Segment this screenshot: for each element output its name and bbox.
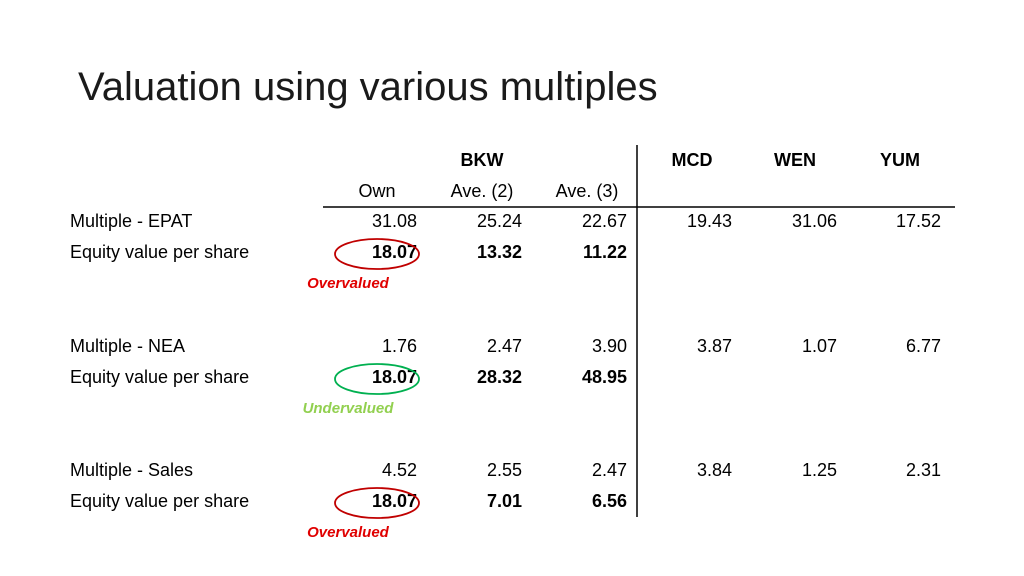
row-label: Multiple - NEA (70, 336, 185, 356)
cell: 25.24 (477, 211, 522, 231)
cell: 2.31 (906, 460, 941, 480)
cell: 48.95 (582, 367, 627, 387)
row-label: Equity value per share (70, 491, 249, 511)
row-label: Multiple - Sales (70, 460, 193, 480)
cell: 6.56 (592, 491, 627, 511)
cell: 3.90 (592, 336, 627, 356)
cell: 19.43 (687, 211, 732, 231)
cell: 13.32 (477, 242, 522, 262)
verdict: Overvalued (307, 524, 390, 541)
row-label: Equity value per share (70, 242, 249, 262)
cell: 7.01 (487, 491, 522, 511)
column-header: Ave. (2) (451, 181, 514, 201)
cell: 4.52 (382, 460, 417, 480)
peer-header: YUM (880, 150, 920, 170)
group-header: BKW (461, 150, 504, 170)
row-label: Multiple - EPAT (70, 211, 192, 231)
cell: 18.07 (372, 491, 417, 511)
cell: 28.32 (477, 367, 522, 387)
verdict: Undervalued (303, 400, 395, 417)
cell: 18.07 (372, 242, 417, 262)
column-header: Ave. (3) (556, 181, 619, 201)
peer-header: WEN (774, 150, 816, 170)
cell: 3.84 (697, 460, 732, 480)
cell: 2.55 (487, 460, 522, 480)
cell: 2.47 (487, 336, 522, 356)
cell: 17.52 (896, 211, 941, 231)
cell: 31.06 (792, 211, 837, 231)
slide-title: Valuation using various multiples (78, 65, 658, 109)
highlight-circle (334, 363, 420, 395)
cell: 1.76 (382, 336, 417, 356)
cell: 6.77 (906, 336, 941, 356)
cell: 1.25 (802, 460, 837, 480)
cell: 31.08 (372, 211, 417, 231)
cell: 3.87 (697, 336, 732, 356)
cell: 18.07 (372, 367, 417, 387)
cell: 22.67 (582, 211, 627, 231)
highlight-circle (334, 238, 420, 270)
verdict: Overvalued (307, 275, 390, 292)
cell: 2.47 (592, 460, 627, 480)
row-label: Equity value per share (70, 367, 249, 387)
highlight-circle (334, 487, 420, 519)
cell: 11.22 (583, 242, 627, 262)
peer-header: MCD (672, 150, 713, 170)
column-header: Own (358, 181, 395, 201)
cell: 1.07 (802, 336, 837, 356)
